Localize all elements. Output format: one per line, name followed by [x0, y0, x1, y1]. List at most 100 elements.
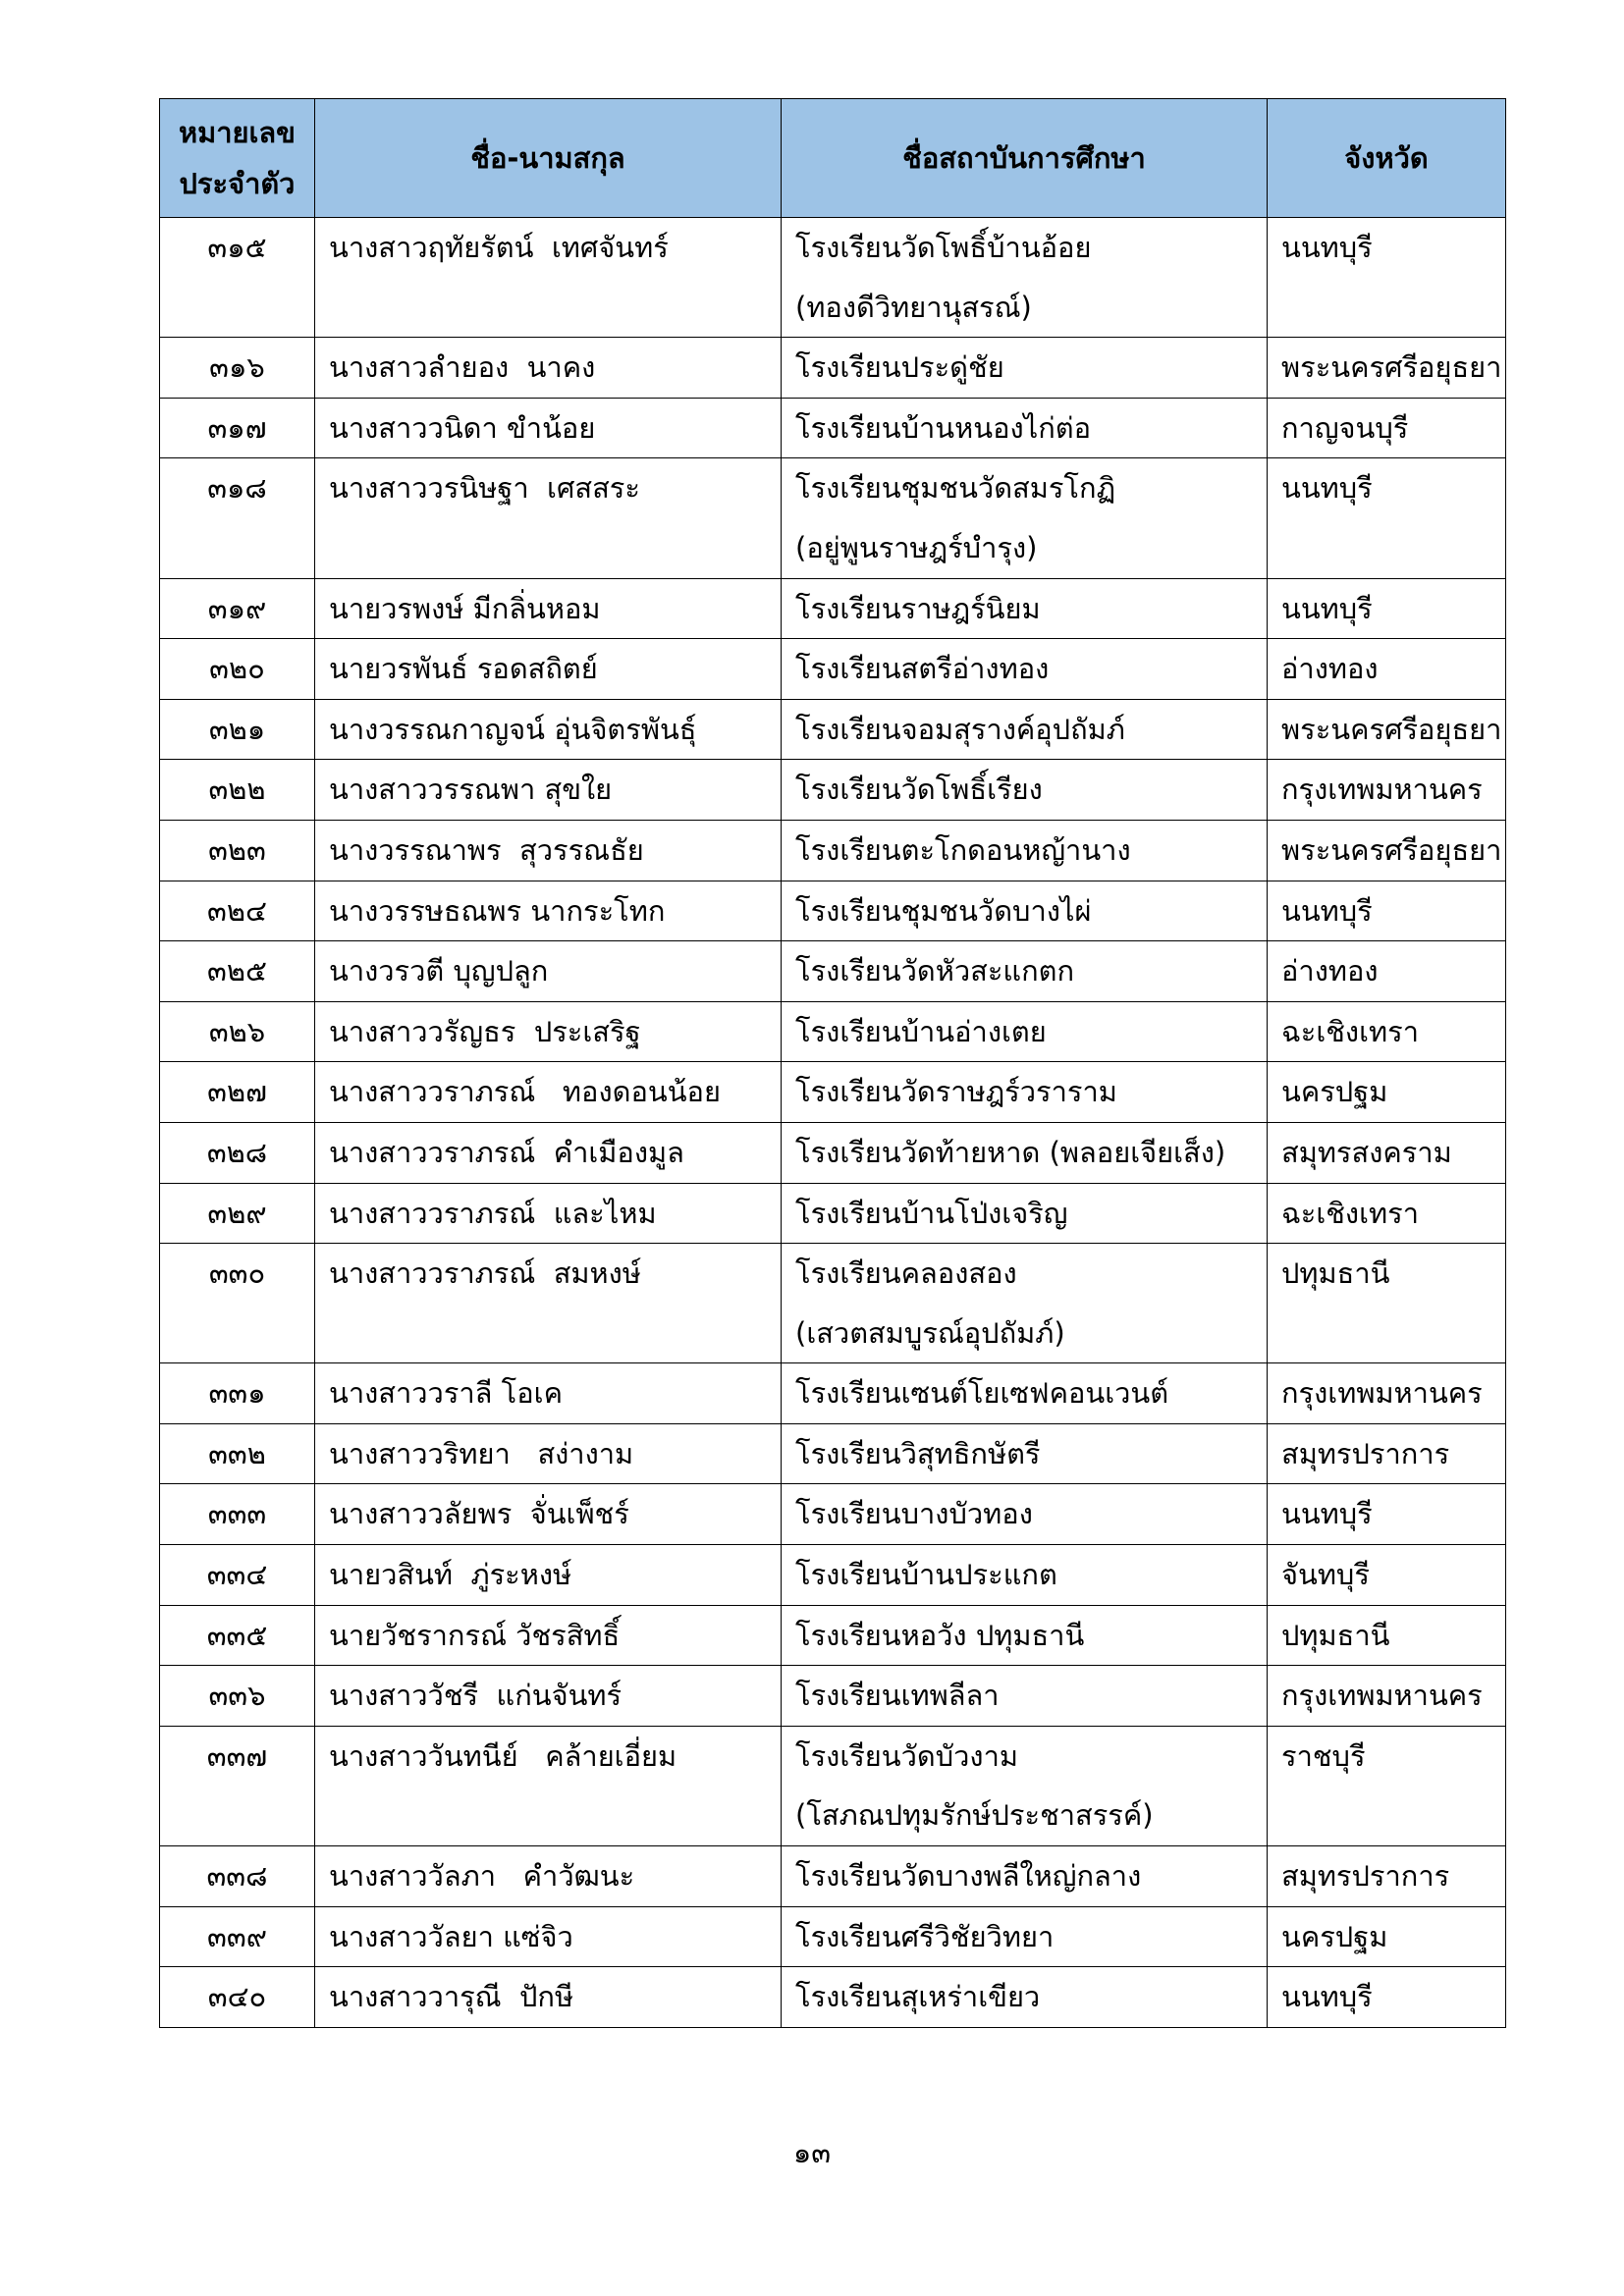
school-line: โรงเรียนวัดบางพลีใหญ่กลาง	[795, 1859, 1142, 1894]
name-cell: นางวรรณาพร สุวรรณธัย	[314, 819, 782, 881]
table-row: ๓๔๐ นางสาววารุณี ปักษี โรงเรียนสุเหร่าเขีย…	[159, 1966, 1506, 2028]
school-line: (อยู่พูนราษฎร์บำรุง)	[795, 530, 1038, 564]
province-cell: ฉะเชิงเทรา	[1267, 1182, 1506, 1245]
province-cell: สมุทรปราการ	[1267, 1422, 1506, 1485]
school-cell: โรงเรียนวัดโพธิ์บ้านอ้อย (ทองดีวิทยานุสรณ…	[781, 216, 1268, 339]
table-row: ๓๓๓ นางสาววลัยพร จั่นเพ็ชร์ โรงเรียนบางบัว…	[159, 1483, 1506, 1546]
province-cell: นครปฐม	[1267, 1905, 1506, 1968]
school-cell: โรงเรียนตะโกดอนหญ้านาง	[781, 819, 1268, 881]
school-cell: โรงเรียนวัดราษฎร์วราราม	[781, 1061, 1268, 1123]
province-cell: นนทบุรี	[1267, 577, 1506, 640]
school-cell: โรงเรียนศรีวิชัยวิทยา	[781, 1905, 1268, 1968]
name-cell: นางสาววราภรณ์ คำเมืองมูล	[314, 1121, 782, 1184]
school-line: โรงเรียนบ้านประแกต	[795, 1558, 1057, 1592]
name-cell: นางสาววลัยพร จั่นเพ็ชร์	[314, 1483, 782, 1546]
header-cell: จังหวัด	[1267, 98, 1506, 218]
table: หมายเลข ประจำตัว ชื่อ-นามสกุล ชื่อสถาบันการ…	[159, 98, 1506, 2028]
id-cell: ๓๒๙	[159, 1182, 315, 1245]
table-row: ๓๓๐ นางสาววราภรณ์ สมหงษ์ โรงเรียนคลองสอง (เ…	[159, 1243, 1506, 1364]
name-cell: นางวรรษธณพร นากระโทก	[314, 880, 782, 942]
table-row: ๓๓๙ นางสาววัลยา แซ่จิว โรงเรียนศรีวิชัยวิท…	[159, 1905, 1506, 1968]
id-cell: ๓๔๐	[159, 1966, 315, 2028]
school-cell: โรงเรียนบ้านหนองไก่ต่อ	[781, 397, 1268, 459]
id-cell: ๓๑๕	[159, 216, 315, 339]
name-cell: นางสาววริทยา สง่างาม	[314, 1422, 782, 1485]
school-line: โรงเรียนวัดท้ายหาด (พลอยเจียเส็ง)	[795, 1135, 1226, 1169]
province-cell: ราชบุรี	[1267, 1725, 1506, 1847]
name-cell: นายวรพันธ์ รอดสถิตย์	[314, 638, 782, 700]
school-cell: โรงเรียนประดู่ชัย	[781, 337, 1268, 399]
province-cell: สมุทรสงคราม	[1267, 1121, 1506, 1184]
table-row: ๓๒๐ นายวรพันธ์ รอดสถิตย์ โรงเรียนสตรีอ่างท…	[159, 638, 1506, 700]
school-cell: โรงเรียนหอวัง ปทุมธานี	[781, 1604, 1268, 1667]
school-cell: โรงเรียนบ้านโป่งเจริญ	[781, 1182, 1268, 1245]
table-row: ๓๓๘ นางสาววัลภา คำวัฒนะ โรงเรียนวัดบางพลีใ…	[159, 1845, 1506, 1907]
header-text: จังหวัด	[1344, 141, 1429, 175]
province-cell: อ่างทอง	[1267, 638, 1506, 700]
id-cell: ๓๓๖	[159, 1665, 315, 1727]
province-cell: นนทบุรี	[1267, 1966, 1506, 2028]
school-line: โรงเรียนสุเหร่าเขียว	[795, 1980, 1041, 2014]
id-cell: ๓๓๒	[159, 1422, 315, 1485]
school-line: โรงเรียนวิสุทธิกษัตรี	[795, 1436, 1041, 1470]
school-line: โรงเรียนวัดโพธิ์เรียง	[795, 773, 1043, 807]
name-cell: นายวัชรากรณ์ วัชรสิทธิ์	[314, 1604, 782, 1667]
id-cell: ๓๓๘	[159, 1845, 315, 1907]
id-cell: ๓๒๗	[159, 1061, 315, 1123]
name-cell: นายวสินท์ ภู่ระหงษ์	[314, 1544, 782, 1606]
name-cell: นางสาววัลยา แซ่จิว	[314, 1905, 782, 1968]
school-cell: โรงเรียนจอมสุรางค์อุปถัมภ์	[781, 698, 1268, 761]
header-cell: ชื่อ-นามสกุล	[314, 98, 782, 218]
school-cell: โรงเรียนวัดบางพลีใหญ่กลาง	[781, 1845, 1268, 1907]
table-row: ๓๒๖ นางสาววรัญธร ประเสริฐ โรงเรียนบ้านอ่าง…	[159, 1000, 1506, 1063]
table-row: ๓๑๖ นางสาวลำยอง นาคง โรงเรียนประดู่ชัย พระน…	[159, 337, 1506, 399]
school-line: โรงเรียนบ้านโป่งเจริญ	[795, 1196, 1068, 1230]
school-line: โรงเรียนจอมสุรางค์อุปถัมภ์	[795, 712, 1125, 746]
table-row: ๓๓๒ นางสาววริทยา สง่างาม โรงเรียนวิสุทธิกษ…	[159, 1422, 1506, 1485]
name-cell: นางวรวตี บุญปลูก	[314, 940, 782, 1002]
name-cell: นางสาววราภรณ์ และไหม	[314, 1182, 782, 1245]
school-line: (เสวตสมบูรณ์อุปถัมภ์)	[795, 1315, 1065, 1350]
school-line: โรงเรียนคลองสอง	[795, 1256, 1017, 1291]
province-cell: นนทบุรี	[1267, 1483, 1506, 1546]
school-cell: โรงเรียนคลองสอง (เสวตสมบูรณ์อุปถัมภ์)	[781, 1243, 1268, 1364]
name-cell: นางสาววนิดา ขำน้อย	[314, 397, 782, 459]
province-cell: นนทบุรี	[1267, 216, 1506, 339]
school-cell: โรงเรียนราษฎร์นิยม	[781, 577, 1268, 640]
name-cell: นางสาววรนิษฐา เศสสระ	[314, 457, 782, 579]
id-cell: ๓๑๘	[159, 457, 315, 579]
school-line: โรงเรียนราษฎร์นิยม	[795, 591, 1041, 625]
province-cell: กรุงเทพมหานคร	[1267, 759, 1506, 821]
province-cell: กรุงเทพมหานคร	[1267, 1362, 1506, 1424]
name-cell: นางสาววันทนีย์ คล้ายเอี่ยม	[314, 1725, 782, 1847]
id-cell: ๓๒๐	[159, 638, 315, 700]
school-line: (ทองดีวิทยานุสรณ์)	[795, 290, 1032, 324]
table-row: ๓๒๔ นางวรรษธณพร นากระโทก โรงเรียนชุมชนวัดบ…	[159, 880, 1506, 942]
province-cell: พระนครศรีอยุธยา	[1267, 698, 1506, 761]
school-cell: โรงเรียนบ้านประแกต	[781, 1544, 1268, 1606]
id-cell: ๓๓๗	[159, 1725, 315, 1847]
school-line: โรงเรียนเทพลีลา	[795, 1679, 1000, 1713]
school-cell: โรงเรียนเทพลีลา	[781, 1665, 1268, 1727]
school-cell: โรงเรียนวัดโพธิ์เรียง	[781, 759, 1268, 821]
school-line: โรงเรียนวัดหัวสะแกตก	[795, 954, 1075, 988]
header-text: ชื่อ-นามสกุล	[470, 141, 625, 175]
id-cell: ๓๒๔	[159, 880, 315, 942]
school-line: โรงเรียนบ้านหนองไก่ต่อ	[795, 410, 1092, 445]
table-row: ๓๑๙ นายวรพงษ์ มีกลิ่นหอม โรงเรียนราษฎร์นิย…	[159, 577, 1506, 640]
province-cell: กาญจนบุรี	[1267, 397, 1506, 459]
table-row: ๓๒๕ นางวรวตี บุญปลูก โรงเรียนวัดหัวสะแกตก อ…	[159, 940, 1506, 1002]
school-line: โรงเรียนเซนต์โยเซฟคอนเวนต์	[795, 1376, 1169, 1411]
school-cell: โรงเรียนวัดท้ายหาด (พลอยเจียเส็ง)	[781, 1121, 1268, 1184]
id-cell: ๓๓๔	[159, 1544, 315, 1606]
name-cell: นางสาววราลี โอเค	[314, 1362, 782, 1424]
school-line: โรงเรียนชุมชนวัดบางไผ่	[795, 893, 1092, 928]
school-cell: โรงเรียนวัดบัวงาม (โสภณปทุมรักษ์ประชาสรรค…	[781, 1725, 1268, 1847]
table-row: ๓๓๖ นางสาววัชรี แก่นจันทร์ โรงเรียนเทพลีลา…	[159, 1665, 1506, 1727]
school-cell: โรงเรียนวิสุทธิกษัตรี	[781, 1422, 1268, 1485]
header-text: ประจำตัว	[179, 167, 296, 200]
id-cell: ๓๓๑	[159, 1362, 315, 1424]
school-line: โรงเรียนวัดโพธิ์บ้านอ้อย	[795, 231, 1092, 264]
table-row: ๓๓๗ นางสาววันทนีย์ คล้ายเอี่ยม โรงเรียนวัด…	[159, 1725, 1506, 1847]
